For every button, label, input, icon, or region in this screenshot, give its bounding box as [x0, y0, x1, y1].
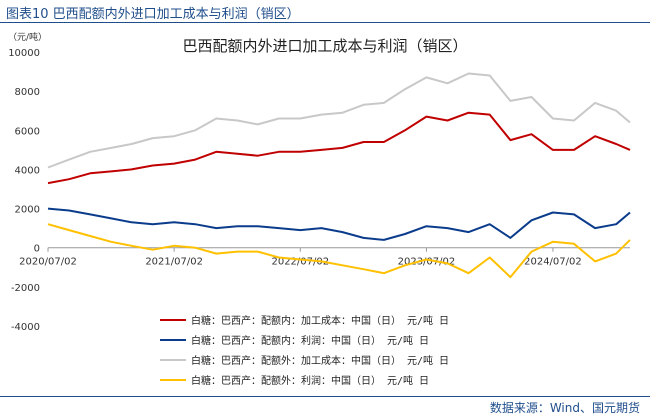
- x-tick-label: 2023/07/02: [398, 257, 456, 268]
- y-tick-label: 2000: [15, 205, 40, 216]
- legend-label: 白糖：巴西产：配额内：加工成本：中国（日） 元/吨 日: [191, 314, 449, 327]
- x-tick-label: 2020/07/02: [19, 257, 77, 268]
- unit-label: （元/吨）: [8, 31, 47, 43]
- chart-axes: -4000 -2000 0 2000 4000 6000 8000 10000 2020/07/…: [8, 48, 630, 333]
- chart-legend: 白糖：巴西产：配额内：加工成本：中国（日） 元/吨 日白糖：巴西产：配额内：利润…: [160, 314, 449, 387]
- figure-title: 图表10 巴西配额内外进口加工成本与利润（销区）: [6, 7, 300, 22]
- x-tick-label: 2024/07/02: [524, 257, 582, 268]
- y-tick-label: 10000: [8, 48, 40, 59]
- y-tick-label: 0: [34, 244, 40, 255]
- x-tick-label: 2021/07/02: [145, 257, 203, 268]
- line-chart: 巴西配额内外进口加工成本与利润（销区） （元/吨） -4000 -2000 0 200…: [8, 31, 631, 387]
- legend-label: 白糖：巴西产：配额内：利润：中国（日） 元/吨 日: [191, 334, 429, 347]
- footer-divider: [0, 396, 650, 397]
- source-note: 数据来源：Wind、国元期货: [489, 401, 640, 415]
- series-line-2: [47, 207, 631, 241]
- title-divider: [0, 22, 650, 23]
- y-tick-label: -2000: [11, 283, 40, 294]
- legend-label: 白糖：巴西产：配额外：加工成本：中国（日） 元/吨 日: [191, 354, 449, 367]
- y-tick-label: 6000: [15, 126, 40, 137]
- chart-title: 巴西配额内外进口加工成本与利润（销区）: [182, 37, 467, 55]
- y-tick-label: 4000: [15, 165, 40, 176]
- series-layer: [47, 72, 631, 279]
- y-tick-label: -4000: [11, 322, 40, 333]
- series-line-3: [47, 72, 631, 169]
- y-tick-label: 8000: [15, 87, 40, 98]
- x-tick-label: 2022/07/02: [271, 257, 329, 268]
- legend-label: 白糖：巴西产：配额外：利润：中国（日） 元/吨 日: [191, 374, 429, 387]
- series-line-4: [47, 223, 631, 279]
- series-line-1: [47, 111, 631, 185]
